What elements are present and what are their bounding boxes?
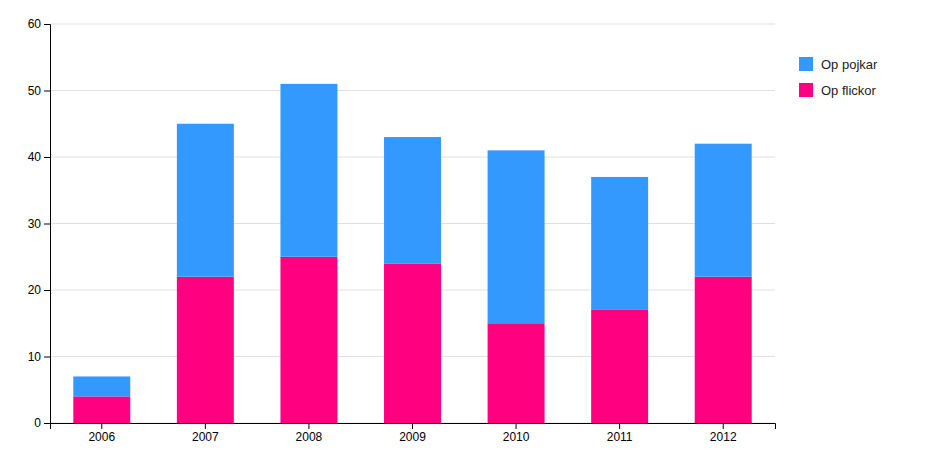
x-tick-mark <box>723 423 724 429</box>
y-tick-mark <box>44 24 50 25</box>
bar-series <box>73 257 751 423</box>
bar <box>280 257 337 423</box>
legend-label: Op flickor <box>821 83 877 98</box>
bar <box>488 150 545 323</box>
x-tick-label: 2011 <box>607 430 633 444</box>
bars <box>73 84 751 423</box>
y-tick-mark <box>44 423 50 424</box>
bar <box>488 323 545 423</box>
y-tick-mark <box>44 91 50 92</box>
y-tick-label: 50 <box>28 84 42 98</box>
legend-swatch <box>799 83 813 97</box>
y-tick: 20 <box>28 283 50 297</box>
x-axis: 2006 2007 2008 2009 2010 2011 2012 <box>51 423 776 444</box>
x-tick-label: 2007 <box>192 430 219 444</box>
x-tick: 2010 <box>503 423 530 444</box>
bar <box>73 396 130 423</box>
grid <box>50 24 775 423</box>
y-tick-mark <box>44 224 50 225</box>
y-tick-mark <box>44 357 50 358</box>
y-tick-label: 60 <box>28 17 42 31</box>
legend-item: Op pojkar <box>799 57 878 72</box>
bar <box>177 124 234 277</box>
y-tick: 10 <box>28 350 50 364</box>
x-tick-label: 2009 <box>399 430 426 444</box>
bar <box>280 84 337 257</box>
x-tick-mark <box>205 423 206 429</box>
x-tick: 2011 <box>607 423 633 444</box>
x-tick-label: 2012 <box>710 430 737 444</box>
bar <box>177 277 234 423</box>
y-tick: 60 <box>28 17 50 31</box>
x-tick: 2012 <box>710 423 737 444</box>
y-tick-label: 30 <box>28 217 42 231</box>
x-tick-label: 2008 <box>296 430 323 444</box>
y-tick: 40 <box>28 150 50 164</box>
x-tick-mark <box>516 423 517 429</box>
bar <box>591 177 648 310</box>
x-tick-mark <box>412 423 413 429</box>
y-tick: 50 <box>28 84 50 98</box>
x-tick: 2008 <box>296 423 323 444</box>
y-tick-mark <box>44 157 50 158</box>
legend: Op pojkar Op flickor <box>799 57 878 98</box>
bar-series <box>73 84 751 397</box>
axis-line <box>51 424 776 430</box>
legend-item: Op flickor <box>799 83 877 98</box>
x-tick: 2006 <box>88 423 115 444</box>
plot: 2006 2007 2008 2009 2010 2011 2012 0 10 20 30 40 50 6… <box>28 17 776 443</box>
bar <box>695 277 752 423</box>
y-tick: 30 <box>28 217 50 231</box>
chart-container: 2006 2007 2008 2009 2010 2011 2012 0 10 20 30 40 50 6… <box>0 0 935 463</box>
chart-svg: 2006 2007 2008 2009 2010 2011 2012 0 10 20 30 40 50 6… <box>0 0 935 463</box>
y-axis: 0 10 20 30 40 50 60 <box>28 17 51 430</box>
axis-line <box>44 25 51 424</box>
bar <box>591 310 648 423</box>
y-tick-mark <box>44 290 50 291</box>
legend-label: Op pojkar <box>821 57 878 72</box>
x-tick-label: 2006 <box>88 430 115 444</box>
x-tick-mark <box>619 423 620 429</box>
bar <box>384 137 441 263</box>
bar <box>384 263 441 423</box>
x-tick: 2009 <box>399 423 426 444</box>
x-tick-label: 2010 <box>503 430 530 444</box>
bar <box>73 376 130 396</box>
grid-line <box>50 24 775 25</box>
legend-swatch <box>799 57 813 71</box>
y-tick-label: 10 <box>28 350 42 364</box>
x-tick-mark <box>308 423 309 429</box>
y-tick: 0 <box>34 416 50 430</box>
y-tick-label: 20 <box>28 283 42 297</box>
y-tick-label: 40 <box>28 150 42 164</box>
x-tick: 2007 <box>192 423 219 444</box>
bar <box>695 144 752 277</box>
grid-line <box>50 90 775 91</box>
x-tick-mark <box>101 423 102 429</box>
y-tick-label: 0 <box>34 416 41 430</box>
